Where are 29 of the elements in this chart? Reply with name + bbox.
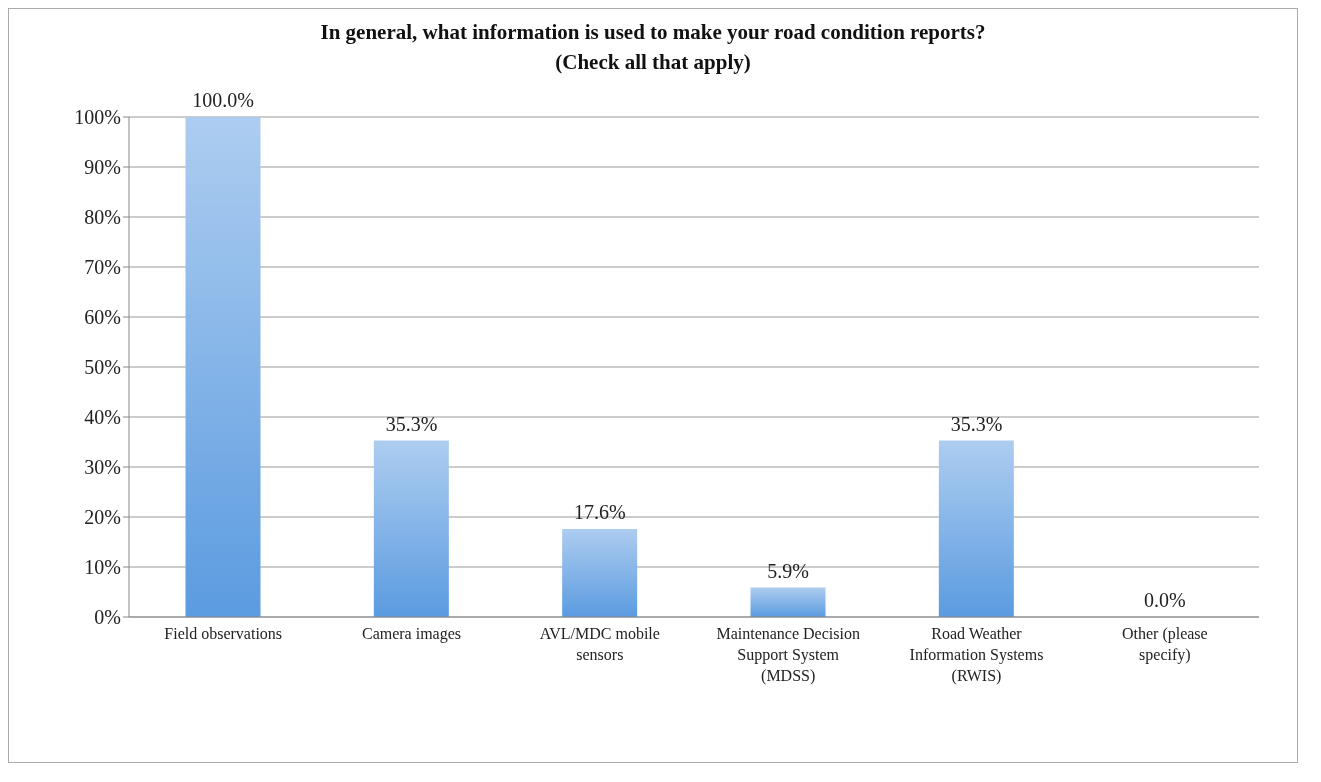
y-tick-label: 30% [84, 456, 121, 479]
x-tick-label: Maintenance Decision Support System (MDSS) [716, 625, 860, 685]
data-label: 35.3% [385, 412, 438, 435]
data-label: 0.0% [1144, 589, 1186, 611]
y-tick-label: 60% [84, 306, 121, 329]
y-tick-label: 90% [84, 156, 121, 179]
data-label: 17.6% [574, 501, 626, 523]
bar [562, 529, 638, 617]
chart-title: In general, what information is used to make your road condition reports? (Check all that apply) [319, 19, 987, 76]
y-tick-label: 10% [84, 556, 121, 579]
y-tick-label: 20% [84, 506, 121, 529]
bar [185, 117, 261, 617]
x-tick-label: Road Weather Information Systems (RWIS) [909, 625, 1044, 685]
bar [373, 440, 449, 617]
x-tick-label: Field observations [164, 625, 283, 642]
y-tick-label: 40% [84, 406, 121, 429]
x-tick-label: Camera images [361, 625, 462, 643]
y-tick-label: 0% [94, 606, 121, 629]
y-tick-label: 80% [84, 206, 121, 229]
data-label: 35.3% [950, 412, 1003, 435]
data-label: 100.0% [192, 89, 254, 111]
x-tick-label: Other (please specify) [1121, 625, 1208, 664]
bar [938, 440, 1014, 617]
bar [750, 587, 826, 617]
y-tick-label: 70% [84, 256, 121, 279]
data-label: 5.9% [767, 559, 809, 582]
y-tick-label: 50% [84, 356, 121, 379]
x-tick-label: AVL/MDC mobile sensors [539, 625, 660, 663]
y-tick-label: 100% [74, 106, 121, 129]
